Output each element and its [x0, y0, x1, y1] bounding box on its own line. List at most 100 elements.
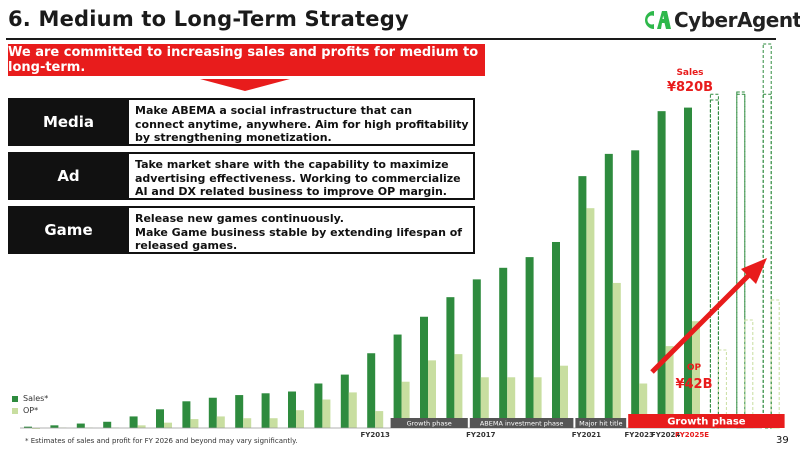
op-bar — [243, 418, 252, 428]
op-bar — [454, 354, 463, 428]
phase-bar — [628, 414, 785, 428]
growth-arrow-icon — [741, 258, 767, 284]
strategy-ad: Ad Take market share with the capability… — [8, 152, 475, 200]
legend-op-swatch — [12, 407, 18, 414]
sales-projection-bar — [736, 91, 746, 429]
sales-bar — [76, 423, 85, 428]
strategy-line: connect anytime, anywhere. Aim for high … — [135, 117, 469, 131]
x-tick-label: FY2024 — [651, 431, 680, 439]
sales-bar — [525, 257, 534, 428]
strategy-label-game: Game — [8, 206, 129, 254]
op-bar — [348, 392, 357, 428]
phase-label: Major hit title — [579, 420, 622, 428]
sales-bar — [340, 374, 349, 428]
sales-bar — [156, 409, 164, 428]
op-bar — [533, 377, 542, 428]
sales-bar — [235, 395, 244, 428]
strategy-text-ad: Take market share with the capability to… — [129, 152, 475, 200]
phase-label: Growth phase — [407, 420, 452, 428]
sales-bar — [578, 176, 587, 428]
op-bar — [560, 365, 568, 428]
sales-bar — [420, 316, 428, 428]
op-bar — [665, 346, 674, 428]
sales-bar — [314, 383, 323, 428]
strategy-line: advertising effectiveness. Working to co… — [135, 171, 461, 185]
strategy-text-game: Release new games continuously. Make Gam… — [129, 206, 475, 254]
op-bar — [480, 377, 489, 428]
strategy-line: Release new games continuously. — [135, 212, 344, 225]
sales-bar — [499, 267, 508, 428]
op-bar — [190, 419, 199, 428]
sales-bar — [182, 401, 191, 428]
strategy-line: AI and DX related business to improve OP… — [135, 185, 447, 198]
legend-op: OP* — [12, 406, 38, 415]
sales-bar — [736, 93, 746, 429]
sales-bar — [631, 150, 640, 428]
sales-bar — [604, 153, 613, 428]
op-bar — [269, 418, 278, 428]
footnote: * Estimates of sales and profit for FY 2… — [25, 437, 298, 445]
down-arrow-icon — [200, 79, 290, 91]
strategy-line: released games. — [135, 239, 238, 252]
sales-projection-bar — [762, 43, 772, 429]
op-bar — [639, 383, 648, 428]
op-bar — [507, 377, 516, 428]
title-divider — [6, 38, 776, 40]
sales-bar — [393, 334, 402, 428]
op-bar — [612, 282, 621, 428]
growth-arrow-line — [650, 270, 754, 374]
op-bar — [428, 360, 436, 428]
op-bar — [137, 425, 146, 428]
strategy-media: Media Make ABEMA a social infrastructure… — [8, 98, 475, 146]
sales-bar — [103, 421, 112, 428]
sales-bar — [367, 353, 376, 428]
op-projection-bar — [770, 299, 780, 429]
page-number: 39 — [776, 435, 789, 446]
legend-sales-label: Sales* — [23, 394, 49, 403]
sales-bar — [288, 391, 296, 428]
op-bar — [401, 381, 410, 428]
x-tick-label: FY2017 — [466, 431, 495, 439]
x-tick-label: FY2025E — [675, 431, 709, 439]
sales-bar — [261, 393, 270, 428]
sales-bar — [50, 425, 59, 428]
sales-bar — [129, 416, 138, 428]
legend-op-label: OP* — [23, 406, 39, 415]
x-tick-label: FY2013 — [361, 431, 390, 439]
strategy-label-media: Media — [8, 98, 129, 146]
phase-bar — [575, 418, 627, 428]
op-bar — [375, 411, 384, 428]
op-bar — [32, 428, 40, 429]
strategy-line: Take market share with the capability to… — [135, 158, 449, 171]
sales-bar — [684, 107, 692, 428]
op-bar — [296, 410, 304, 428]
cyberagent-logo-icon — [644, 11, 671, 29]
phase-bar — [469, 418, 574, 428]
phase-bar — [390, 418, 468, 428]
strategy-line: Make ABEMA a social infrastructure that … — [135, 104, 413, 117]
op-bar — [164, 422, 172, 428]
op-projection-bar — [744, 319, 754, 429]
phase-label: Growth phase — [667, 417, 746, 428]
op-bar — [322, 399, 331, 428]
sales-bar — [552, 241, 560, 428]
x-tick-label: FY2021 — [572, 431, 601, 439]
sales-bar — [472, 279, 481, 428]
op-annotation-value: ¥42B — [675, 377, 712, 392]
x-tick-label: FY2023 — [625, 431, 654, 439]
sales-annotation-label: Sales — [676, 68, 703, 78]
legend-sales: Sales* — [12, 394, 48, 403]
strategy-line: Make Game business stable by extending l… — [135, 225, 463, 239]
strategy-game: Game Release new games continuously. Mak… — [8, 206, 475, 254]
legend-sales-swatch — [12, 395, 18, 402]
sales-annotation-value: ¥820B — [667, 80, 713, 95]
page-title: 6. Medium to Long-Term Strategy — [8, 7, 409, 31]
sales-bar — [657, 111, 666, 428]
op-bar — [692, 321, 700, 428]
op-bar — [586, 208, 595, 428]
phase-label: ABEMA investment phase — [480, 420, 564, 428]
strategy-line: by strengthening monetization. — [135, 131, 332, 144]
sales-bar — [208, 397, 217, 428]
logo-wordmark: CyberAgent — [674, 8, 800, 32]
